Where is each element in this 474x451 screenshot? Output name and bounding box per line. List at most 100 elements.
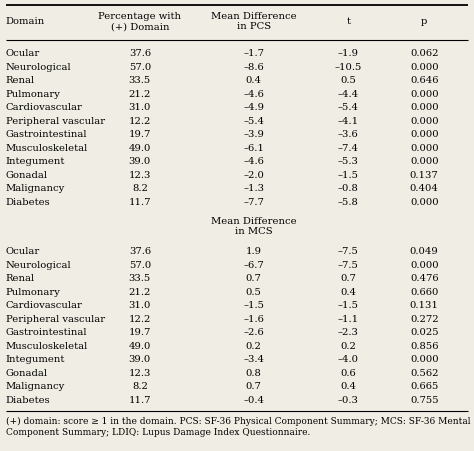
Text: 11.7: 11.7 [128, 198, 151, 206]
Text: 12.2: 12.2 [128, 314, 151, 323]
Text: 19.7: 19.7 [128, 327, 151, 336]
Text: Peripheral vascular: Peripheral vascular [6, 314, 105, 323]
Text: Gonadal: Gonadal [6, 368, 48, 377]
Text: 39.0: 39.0 [129, 354, 151, 364]
Text: Malignancy: Malignancy [6, 382, 65, 391]
Text: 0.000: 0.000 [410, 198, 438, 206]
Text: –2.0: –2.0 [243, 170, 264, 179]
Text: –5.4: –5.4 [243, 116, 264, 125]
Text: Musculoskeletal: Musculoskeletal [6, 341, 88, 350]
Text: 0.000: 0.000 [410, 143, 438, 152]
Text: –4.4: –4.4 [338, 90, 359, 98]
Text: 37.6: 37.6 [129, 247, 151, 256]
Text: –6.1: –6.1 [243, 143, 264, 152]
Text: Mean Difference
in PCS: Mean Difference in PCS [211, 12, 296, 31]
Text: 0.000: 0.000 [410, 157, 438, 166]
Text: –5.4: –5.4 [338, 103, 359, 112]
Text: 57.0: 57.0 [129, 63, 151, 72]
Text: 39.0: 39.0 [129, 157, 151, 166]
Text: Ocular: Ocular [6, 247, 40, 256]
Text: –8.6: –8.6 [243, 63, 264, 72]
Text: 21.2: 21.2 [128, 287, 151, 296]
Text: 0.404: 0.404 [410, 184, 438, 193]
Text: 0.2: 0.2 [340, 341, 356, 350]
Text: 31.0: 31.0 [128, 300, 151, 309]
Text: Domain: Domain [6, 17, 45, 26]
Text: –3.9: –3.9 [243, 130, 264, 139]
Text: –10.5: –10.5 [335, 63, 362, 72]
Text: 33.5: 33.5 [129, 274, 151, 283]
Text: 0.7: 0.7 [246, 274, 262, 283]
Text: –7.4: –7.4 [338, 143, 359, 152]
Text: 0.000: 0.000 [410, 130, 438, 139]
Text: 0.4: 0.4 [340, 382, 356, 391]
Text: Ocular: Ocular [6, 49, 40, 58]
Text: Integument: Integument [6, 157, 65, 166]
Text: 0.755: 0.755 [410, 395, 438, 404]
Text: 0.062: 0.062 [410, 49, 438, 58]
Text: –1.5: –1.5 [338, 300, 359, 309]
Text: –0.4: –0.4 [243, 395, 264, 404]
Text: 49.0: 49.0 [128, 341, 151, 350]
Text: 0.000: 0.000 [410, 116, 438, 125]
Text: Mean Difference
in MCS: Mean Difference in MCS [211, 216, 296, 236]
Text: Malignancy: Malignancy [6, 184, 65, 193]
Text: 0.476: 0.476 [410, 274, 438, 283]
Text: 8.2: 8.2 [132, 382, 148, 391]
Text: 0.665: 0.665 [410, 382, 438, 391]
Text: Musculoskeletal: Musculoskeletal [6, 143, 88, 152]
Text: –1.9: –1.9 [338, 49, 359, 58]
Text: p: p [421, 17, 428, 26]
Text: Diabetes: Diabetes [6, 198, 50, 206]
Text: 0.049: 0.049 [410, 247, 438, 256]
Text: –4.0: –4.0 [338, 354, 359, 364]
Text: (+) domain: score ≥ 1 in the domain. PCS: SF-36 Physical Component Summary; MCS:: (+) domain: score ≥ 1 in the domain. PCS… [6, 416, 470, 436]
Text: 0.000: 0.000 [410, 354, 438, 364]
Text: 0.025: 0.025 [410, 327, 438, 336]
Text: 0.137: 0.137 [410, 170, 438, 179]
Text: 0.646: 0.646 [410, 76, 438, 85]
Text: 19.7: 19.7 [128, 130, 151, 139]
Text: –1.6: –1.6 [243, 314, 264, 323]
Text: –3.4: –3.4 [243, 354, 264, 364]
Text: 0.000: 0.000 [410, 90, 438, 98]
Text: 0.7: 0.7 [246, 382, 262, 391]
Text: 33.5: 33.5 [129, 76, 151, 85]
Text: 12.2: 12.2 [128, 116, 151, 125]
Text: –1.1: –1.1 [338, 314, 359, 323]
Text: –4.6: –4.6 [243, 90, 264, 98]
Text: Percentage with
(+) Domain: Percentage with (+) Domain [98, 12, 182, 31]
Text: Gonadal: Gonadal [6, 170, 48, 179]
Text: Neurological: Neurological [6, 260, 71, 269]
Text: –1.5: –1.5 [338, 170, 359, 179]
Text: –1.7: –1.7 [243, 49, 264, 58]
Text: –2.6: –2.6 [243, 327, 264, 336]
Text: 0.6: 0.6 [340, 368, 356, 377]
Text: Neurological: Neurological [6, 63, 71, 72]
Text: Pulmonary: Pulmonary [6, 287, 61, 296]
Text: 0.000: 0.000 [410, 103, 438, 112]
Text: 8.2: 8.2 [132, 184, 148, 193]
Text: Renal: Renal [6, 76, 35, 85]
Text: –1.3: –1.3 [243, 184, 264, 193]
Text: Gastrointestinal: Gastrointestinal [6, 327, 87, 336]
Text: –4.6: –4.6 [243, 157, 264, 166]
Text: 31.0: 31.0 [128, 103, 151, 112]
Text: t: t [346, 17, 350, 26]
Text: 0.4: 0.4 [340, 287, 356, 296]
Text: –1.5: –1.5 [243, 300, 264, 309]
Text: Pulmonary: Pulmonary [6, 90, 61, 98]
Text: –2.3: –2.3 [338, 327, 359, 336]
Text: 49.0: 49.0 [128, 143, 151, 152]
Text: Cardiovascular: Cardiovascular [6, 300, 82, 309]
Text: 57.0: 57.0 [129, 260, 151, 269]
Text: –4.1: –4.1 [338, 116, 359, 125]
Text: Peripheral vascular: Peripheral vascular [6, 116, 105, 125]
Text: Integument: Integument [6, 354, 65, 364]
Text: 11.7: 11.7 [128, 395, 151, 404]
Text: 0.562: 0.562 [410, 368, 438, 377]
Text: Cardiovascular: Cardiovascular [6, 103, 82, 112]
Text: 0.8: 0.8 [246, 368, 262, 377]
Text: 0.272: 0.272 [410, 314, 438, 323]
Text: 0.131: 0.131 [410, 300, 438, 309]
